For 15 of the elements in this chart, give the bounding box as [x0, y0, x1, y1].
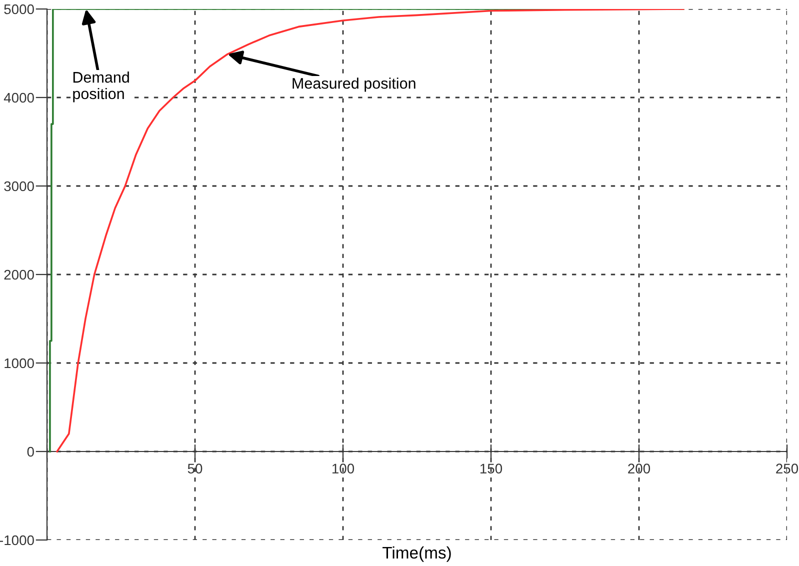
y-tick-label: 3000 [4, 181, 34, 192]
x-tick-label: 100 [332, 464, 354, 474]
y-tick-label: -1000 [0, 535, 34, 546]
x-tick-label: 250 [776, 464, 798, 474]
annotation: Measured position [292, 78, 416, 92]
x-axis-title: Time(ms) [382, 546, 451, 562]
x-tick-label: 50 [188, 464, 202, 474]
y-tick-label: 2000 [4, 270, 34, 280]
x-tick-label: 150 [480, 464, 502, 474]
y-tick-label: 0 [27, 446, 34, 457]
x-tick-label: 200 [628, 464, 650, 474]
y-tick-label: 5000 [4, 4, 34, 14]
y-tick-label: 1000 [4, 358, 34, 368]
y-tick-label: 4000 [4, 92, 34, 103]
annotation: Demand position [73, 72, 129, 102]
